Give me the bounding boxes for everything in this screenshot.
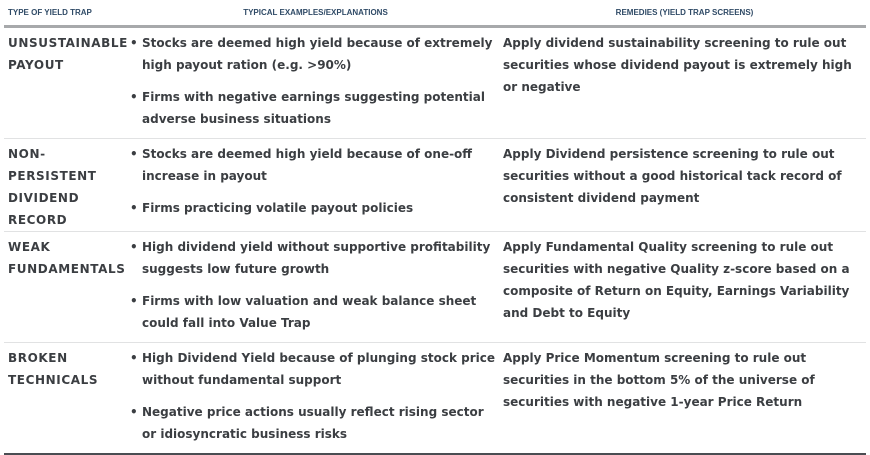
- list-item: • Firms with low valuation and weak balan…: [128, 290, 495, 334]
- bullet-icon: •: [130, 405, 138, 419]
- trap-type: UNSUSTAINABLE PAYOUT: [8, 36, 128, 72]
- trap-type: BROKEN TECHNICALS: [8, 351, 99, 387]
- example-text: Firms with low valuation and weak balanc…: [142, 294, 477, 330]
- table-row: UNSUSTAINABLE PAYOUT • Stocks are deemed h…: [4, 26, 866, 139]
- header-remedies: REMEDIES (YIELD TRAP SCREENS): [503, 0, 866, 28]
- example-text: High dividend yield without supportive p…: [142, 240, 491, 276]
- examples-list: • High dividend yield without supportive …: [128, 236, 495, 334]
- bullet-icon: •: [130, 147, 138, 161]
- remedy-text: Apply Price Momentum screening to rule o…: [503, 351, 815, 409]
- remedy-text: Apply Fundamental Quality screening to r…: [503, 240, 850, 320]
- bullet-icon: •: [130, 90, 138, 104]
- trap-type: WEAK FUNDAMENTALS: [8, 240, 126, 276]
- yield-trap-table: TYPE OF YIELD TRAP TYPICAL EXAMPLES/EXPL…: [4, 0, 866, 455]
- list-item: • High dividend yield without supportive …: [128, 236, 495, 280]
- trap-type: NON-PERSISTENT DIVIDEND RECORD: [8, 147, 97, 227]
- example-text: Firms with negative earnings suggesting …: [142, 90, 485, 126]
- list-item: • High Dividend Yield because of plunging…: [128, 347, 495, 391]
- list-item: • Firms with negative earnings suggesting…: [128, 86, 495, 130]
- example-text: High Dividend Yield because of plunging …: [142, 351, 495, 387]
- bullet-icon: •: [130, 201, 138, 215]
- list-item: • Firms practicing volatile payout polici…: [128, 197, 495, 219]
- table-row: BROKEN TECHNICALS • High Dividend Yield be…: [4, 342, 866, 455]
- table-row: WEAK FUNDAMENTALS • High dividend yield wi…: [4, 231, 866, 343]
- list-item: • Negative price actions usually reflect …: [128, 401, 495, 445]
- list-item: • Stocks are deemed high yield because of…: [128, 143, 495, 187]
- bullet-icon: •: [130, 240, 138, 254]
- header-row: TYPE OF YIELD TRAP TYPICAL EXAMPLES/EXPL…: [4, 0, 866, 28]
- remedy-text: Apply Dividend persistence screening to …: [503, 147, 842, 205]
- header-examples: TYPICAL EXAMPLES/EXPLANATIONS: [128, 0, 503, 28]
- list-item: • Stocks are deemed high yield because of…: [128, 32, 495, 76]
- example-text: Firms practicing volatile payout policie…: [142, 201, 414, 215]
- header-type: TYPE OF YIELD TRAP: [4, 0, 128, 28]
- examples-list: • Stocks are deemed high yield because of…: [128, 32, 495, 130]
- examples-list: • High Dividend Yield because of plunging…: [128, 347, 495, 445]
- bullet-icon: •: [130, 351, 138, 365]
- bullet-icon: •: [130, 36, 138, 50]
- example-text: Stocks are deemed high yield because of …: [142, 36, 493, 72]
- bullet-icon: •: [130, 294, 138, 308]
- example-text: Stocks are deemed high yield because of …: [142, 147, 473, 183]
- table-row: NON-PERSISTENT DIVIDEND RECORD • Stocks ar…: [4, 138, 866, 232]
- remedy-text: Apply dividend sustainability screening …: [503, 36, 852, 94]
- example-text: Negative price actions usually reflect r…: [142, 405, 484, 441]
- examples-list: • Stocks are deemed high yield because of…: [128, 143, 495, 219]
